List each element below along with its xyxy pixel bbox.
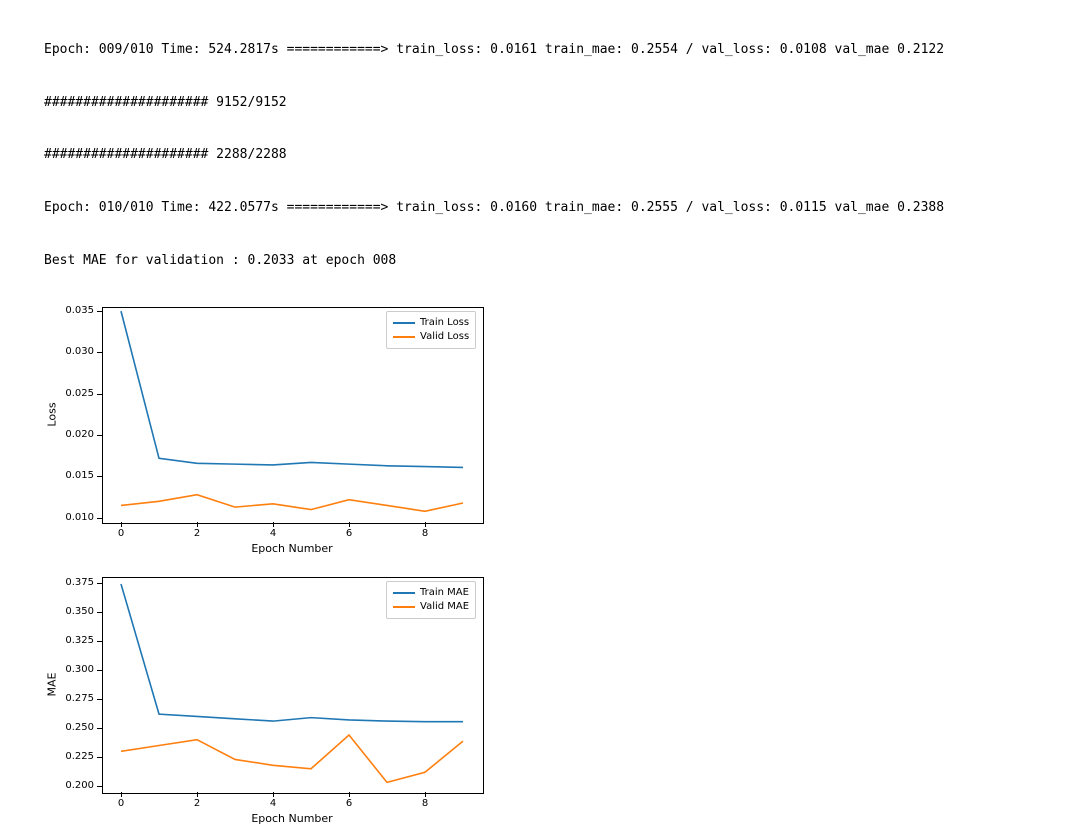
legend-item: Train MAE [393,586,469,600]
x-tick-label: 2 [187,528,207,539]
x-tick-label: 2 [187,798,207,809]
console-line: Epoch: 009/010 Time: 524.2817s =========… [44,41,1069,59]
legend-label: Valid MAE [420,601,469,612]
x-tick-label: 4 [263,528,283,539]
x-axis-title: Epoch Number [232,542,352,555]
legend-swatch [393,592,415,594]
legend-item: Valid Loss [393,330,469,344]
series-line [121,494,463,511]
loss-chart: 0.0100.0150.0200.0250.0300.03502468Epoch… [32,297,492,567]
x-tick-label: 0 [111,528,131,539]
x-tick-label: 8 [415,798,435,809]
legend-swatch [393,606,415,608]
console-line: ##################### 2288/2288 [44,146,1069,164]
x-tick-label: 8 [415,528,435,539]
legend-label: Valid Loss [420,331,469,342]
series-line [121,735,463,782]
legend-item: Train Loss [393,316,469,330]
legend-item: Valid MAE [393,600,469,614]
x-tick-label: 6 [339,528,359,539]
x-tick-label: 6 [339,798,359,809]
x-tick-label: 4 [263,798,283,809]
mae-chart: 0.2000.2250.2500.2750.3000.3250.3500.375… [32,567,492,837]
x-axis-title: Epoch Number [232,812,352,825]
legend-label: Train MAE [420,587,469,598]
legend-swatch [393,322,415,324]
legend-label: Train Loss [420,317,469,328]
x-tick-label: 0 [111,798,131,809]
console-output: Epoch: 009/010 Time: 524.2817s =========… [0,0,1069,287]
chart-legend: Train MAE Valid MAE [386,581,476,619]
console-line: Best MAE for validation : 0.2033 at epoc… [44,252,1069,270]
console-line: Epoch: 010/010 Time: 422.0577s =========… [44,199,1069,217]
charts-container: 0.0100.0150.0200.0250.0300.03502468Epoch… [0,287,1069,837]
chart-legend: Train Loss Valid Loss [386,311,476,349]
legend-swatch [393,336,415,338]
console-line: ##################### 9152/9152 [44,94,1069,112]
